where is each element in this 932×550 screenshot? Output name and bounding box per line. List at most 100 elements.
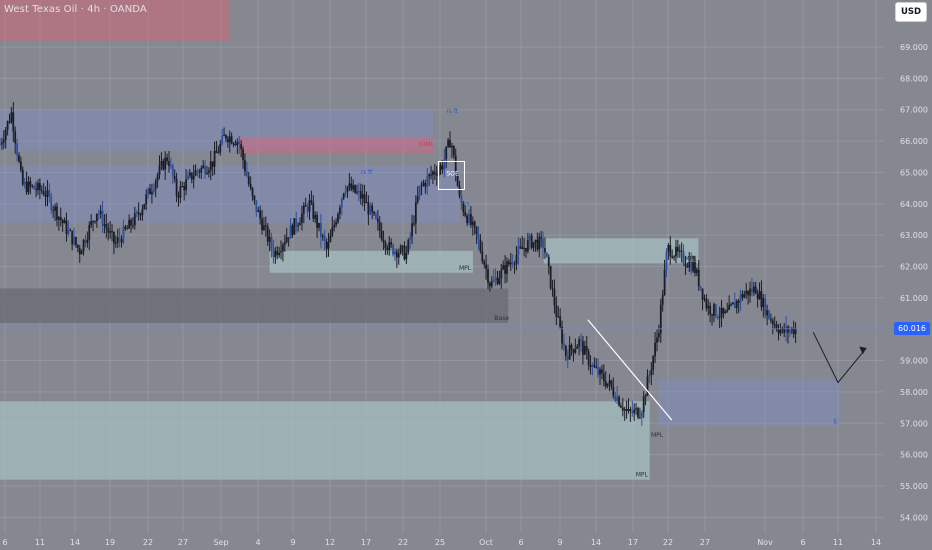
candle-body <box>452 146 455 156</box>
price-axis-label: 61.000 <box>900 294 928 303</box>
candle-body <box>785 326 788 333</box>
candle-body <box>249 183 252 189</box>
candle-body <box>705 298 708 309</box>
candle-body <box>308 200 311 212</box>
candle-body <box>340 198 343 208</box>
candle-body <box>589 364 592 367</box>
candle-body <box>458 186 461 196</box>
candle-body <box>471 221 474 225</box>
candle-body <box>483 261 486 265</box>
candle-body <box>477 234 480 240</box>
price-axis-label: 63.000 <box>900 231 928 240</box>
soe-label: SOE <box>446 170 459 177</box>
candle-body <box>259 210 262 219</box>
date-axis-label: Sep <box>213 538 228 547</box>
candle-body <box>743 294 746 298</box>
candle-body <box>631 411 634 414</box>
candle-body <box>519 246 522 248</box>
candle-body <box>92 221 94 223</box>
annotation-label: rs <box>464 200 470 207</box>
candle-body <box>646 376 649 396</box>
candle-body <box>388 242 391 251</box>
candle-body <box>270 236 273 249</box>
candle-body <box>718 317 721 319</box>
candle-body <box>23 181 26 185</box>
candle-body <box>462 203 465 213</box>
candle-body <box>449 139 451 148</box>
candle-body <box>94 221 96 223</box>
candle-body <box>384 242 387 249</box>
candle-body <box>27 181 30 193</box>
candle-body <box>37 183 39 191</box>
price-axis-label: 55.000 <box>900 482 928 491</box>
candle-body <box>532 242 535 248</box>
candle-body <box>14 131 17 144</box>
candle-body <box>652 356 655 370</box>
date-axis-label: Oct <box>479 538 493 547</box>
candle-body <box>166 157 168 162</box>
candle-body <box>240 144 243 150</box>
candle-body <box>538 236 541 250</box>
candle-body <box>251 188 254 196</box>
candle-body <box>255 200 258 212</box>
price-axis-label: 54.000 <box>900 513 928 522</box>
candle-body <box>291 225 294 235</box>
candle-body <box>321 235 324 237</box>
candle-body <box>245 171 248 177</box>
candle-body <box>120 239 123 243</box>
candle-body <box>475 226 478 235</box>
currency-button[interactable]: USD <box>895 2 927 22</box>
candle-body <box>633 409 636 414</box>
candle-body <box>473 221 476 227</box>
candle-body <box>107 228 110 233</box>
annotation-label: rs ft <box>361 169 374 176</box>
candle-body <box>623 408 626 411</box>
candle-body <box>82 239 85 252</box>
candle-body <box>363 194 366 204</box>
candle-body <box>414 202 417 224</box>
candle-body <box>680 250 683 252</box>
candle-body <box>151 191 153 195</box>
candle-body <box>375 213 377 219</box>
candle-body <box>678 250 681 252</box>
candle-body <box>433 171 436 175</box>
candle-body <box>502 265 505 270</box>
candle-body <box>466 215 469 224</box>
price-axis-label: 56.000 <box>900 451 928 460</box>
candle-body <box>690 261 693 272</box>
candle-body <box>63 220 66 224</box>
price-axis <box>884 0 932 550</box>
candle-body <box>728 304 731 310</box>
date-axis-label: 14 <box>70 538 80 547</box>
candle-body <box>103 224 106 226</box>
candle-body <box>371 205 374 212</box>
candle-body <box>50 196 53 210</box>
candle-body <box>494 277 497 280</box>
zone-label: MPL <box>636 472 649 479</box>
date-axis-label: 11 <box>833 538 843 547</box>
candle-body <box>441 165 444 170</box>
candle-body <box>762 298 765 308</box>
candle-body <box>196 170 199 172</box>
candle-body <box>274 250 277 258</box>
candle-body <box>154 180 157 190</box>
candle-body <box>392 244 394 255</box>
candle-body <box>278 252 281 256</box>
candle-body <box>435 174 438 176</box>
candle-body <box>464 212 467 216</box>
candle-body <box>553 289 556 306</box>
candle-body <box>528 235 531 241</box>
zone-label: MPL <box>459 265 472 272</box>
candle-body <box>714 304 717 317</box>
candle-body <box>570 344 573 350</box>
candle-body <box>739 294 742 303</box>
candle-body <box>745 290 748 295</box>
candle-body <box>122 226 125 243</box>
candle-body <box>247 176 250 184</box>
candle-body <box>323 235 326 242</box>
candle-body <box>135 212 138 214</box>
candle-body <box>707 305 710 309</box>
candle-body <box>156 175 159 181</box>
candle-body <box>692 262 694 272</box>
